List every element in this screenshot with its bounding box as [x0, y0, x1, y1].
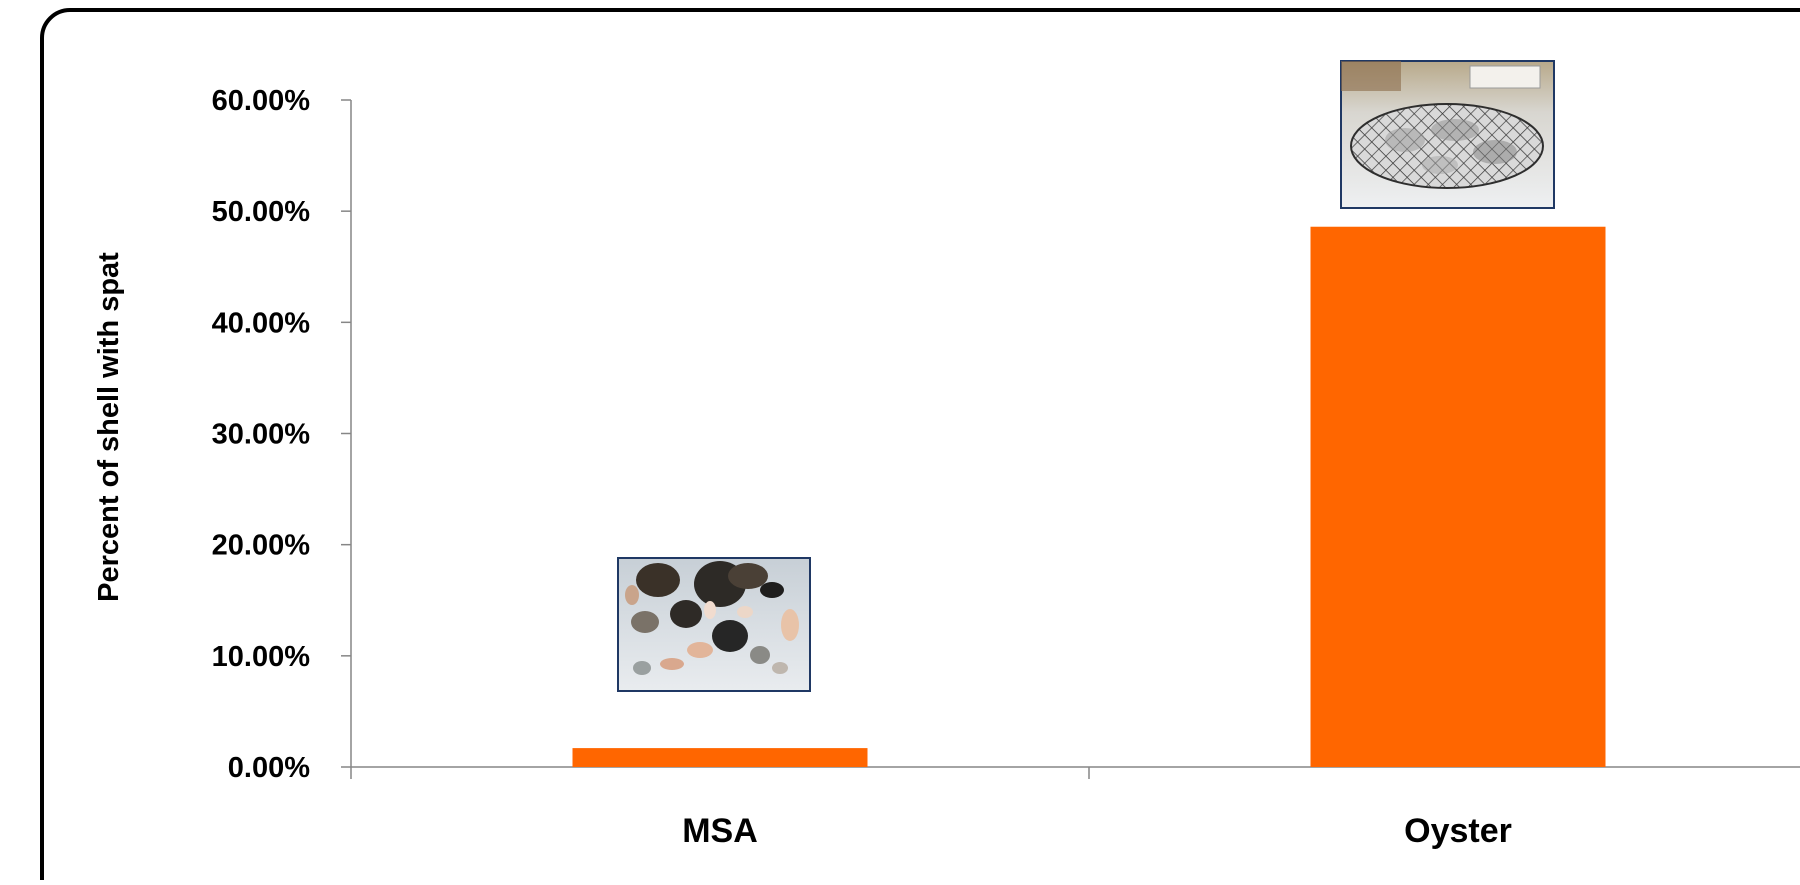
- y-tick-label: 30.00%: [212, 419, 311, 451]
- oyster-photo: [1340, 60, 1555, 209]
- x-tick-label: Oyster: [1404, 812, 1512, 850]
- bar-oyster: [1310, 226, 1606, 768]
- y-tick-label: 0.00%: [228, 752, 310, 784]
- x-tick-label: MSA: [682, 812, 758, 850]
- y-tick-label: 60.00%: [212, 85, 311, 117]
- y-tick-label: 20.00%: [212, 530, 311, 562]
- y-tick-label: 40.00%: [212, 307, 311, 339]
- y-axis-title: Percent of shell with spat: [93, 252, 125, 602]
- msa-photo: [617, 557, 811, 692]
- y-tick-label: 10.00%: [212, 641, 311, 673]
- bars: [572, 226, 1606, 768]
- chart-border: [40, 8, 1800, 885]
- y-tick-label: 50.00%: [212, 196, 311, 228]
- bar-msa: [572, 748, 868, 767]
- x-axis-labels: MSA Oyster: [682, 812, 1512, 850]
- y-axis-ticks: 0.00% 10.00% 20.00% 30.00% 40.00% 50.00% 60.00…: [212, 85, 351, 784]
